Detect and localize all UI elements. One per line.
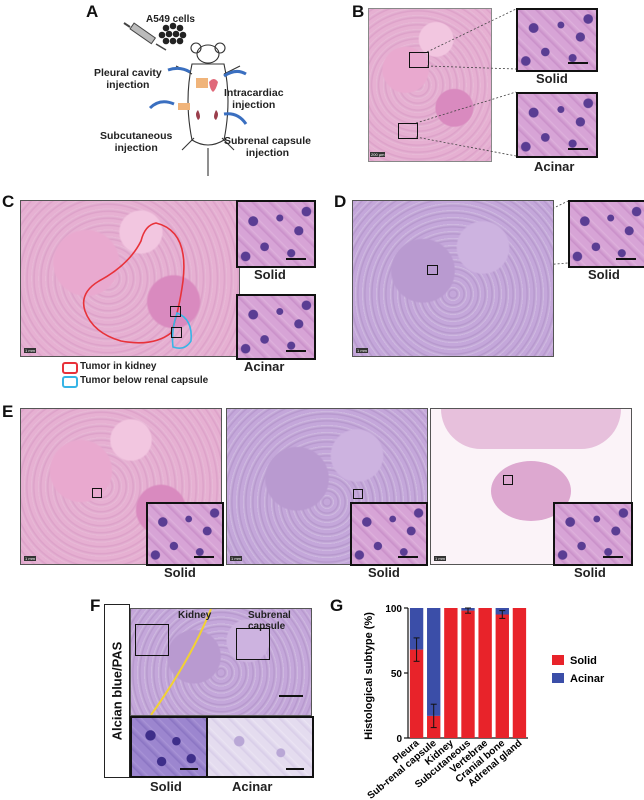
lung-icon (196, 78, 208, 88)
tumor-below-capsule-outline (171, 311, 193, 349)
mouse-illustration (123, 22, 248, 176)
legend-tumor-in-kidney: Tumor in kidney (80, 361, 157, 372)
panel-c-solid-roi (170, 306, 181, 317)
panel-b-solid-roi (409, 52, 429, 68)
panel-e-solid-label-1: Solid (164, 565, 196, 580)
cells-label: A549 cells (146, 14, 195, 25)
panel-c-solid-inset (236, 200, 316, 268)
panel-b-acinar-inset (516, 92, 598, 158)
panel-e-roi-2 (353, 489, 363, 499)
panel-c-acinar-label: Acinar (244, 359, 285, 374)
legend-label-solid: Solid (570, 655, 597, 667)
panel-label-e: E (2, 402, 14, 421)
legend-label-acinar: Acinar (570, 673, 605, 685)
panel-e-roi-1 (92, 488, 102, 498)
legend-blue-swatch (62, 376, 78, 388)
pleural-injection-label: Pleural cavity injection (94, 67, 162, 91)
panel-c-solid-label: Solid (254, 267, 286, 282)
panel-b-acinar-roi (398, 123, 418, 139)
panel-e-scalebar-label-3: 1 mm (434, 556, 446, 561)
panel-f-acinar-inset (206, 716, 314, 778)
chart-y-tick-label: 100 (385, 604, 402, 615)
panel-label-c: C (2, 192, 15, 211)
panel-f-acinar-roi (236, 628, 270, 660)
tumor-in-kidney-outline (82, 222, 185, 344)
panel-d-solid-roi (427, 265, 438, 275)
legend-swatch-solid (552, 655, 564, 665)
mouse-icon (175, 42, 241, 176)
kidney-icon (196, 110, 200, 120)
panel-f-kidney-label: Kidney (178, 610, 212, 621)
panel-e-scalebar-label-1: 1 mm (24, 556, 36, 561)
panel-label-a: A (86, 2, 99, 21)
panel-e-solid-inset-3 (553, 502, 633, 566)
chart-legend: Solid Acinar (552, 655, 605, 685)
legend-red-swatch (62, 362, 78, 374)
panel-b-tissue-image (368, 8, 492, 162)
legend-swatch-acinar (552, 673, 564, 683)
syringe-icon (123, 22, 167, 51)
injection-arrows (148, 66, 248, 125)
panel-e-solid-inset-1 (146, 502, 224, 566)
bar-acinar-0 (409, 608, 424, 650)
panel-f-subrenal-label: Subrenal capsule (248, 610, 291, 632)
panel-b-solid-inset (516, 8, 598, 72)
panel-f-solid-inset (130, 716, 208, 778)
panel-d-solid-label: Solid (588, 267, 620, 282)
subrenal-injection-label: Subrenal capsule injection (224, 135, 311, 159)
panel-f-overview-image (130, 608, 312, 716)
panel-label-d: D (334, 192, 347, 211)
panel-d-solid-inset (568, 200, 644, 268)
panel-g-stacked-bar-chart: Histological subtype (%) 050100PleuraSub… (363, 604, 605, 800)
panel-label-g: G (330, 596, 344, 615)
panel-b-acinar-label: Acinar (534, 159, 575, 174)
legend-tumor-below-capsule: Tumor below renal capsule (80, 375, 209, 386)
panel-e-roi-3 (503, 475, 513, 485)
panel-e-solid-label-3: Solid (574, 565, 606, 580)
skin-tumor-icon (178, 103, 190, 110)
panel-f-solid-roi (135, 624, 169, 656)
panel-c-acinar-inset (236, 294, 316, 360)
panel-b-scalebar-label: 200 µm (370, 152, 386, 157)
panel-f-stain-label-box: Alcian blue/PAS (104, 604, 130, 778)
panel-e-solid-label-2: Solid (368, 565, 400, 580)
panel-label-f: F (90, 596, 101, 615)
panel-b-solid-label: Solid (536, 71, 568, 86)
panel-c-tissue-image: 1 mm (20, 200, 240, 357)
bar-solid-6 (512, 608, 527, 738)
panel-d-tissue-image: 1 mm (352, 200, 554, 357)
heart-icon (209, 79, 218, 92)
panel-label-b: B (352, 2, 365, 21)
panel-e-scalebar-label-2: 1 mm (230, 556, 242, 561)
panel-f-stain-label: Alcian blue/PAS (109, 641, 125, 741)
bar-solid-2 (444, 608, 458, 738)
panel-d-scalebar-label: 1 mm (356, 348, 368, 353)
panel-c-acinar-roi (171, 327, 182, 338)
panel-f-acinar-label: Acinar (232, 779, 273, 794)
subcutaneous-injection-label: Subcutaneous injection (100, 130, 173, 154)
cell-cluster-icon (158, 22, 187, 45)
bar-solid-0 (409, 649, 424, 738)
chart-y-tick-label: 0 (396, 734, 402, 745)
chart-y-axis-label: Histological subtype (%) (363, 612, 375, 740)
panel-c-scalebar-label: 1 mm (24, 348, 36, 353)
panel-e-solid-inset-2 (350, 502, 428, 566)
intracardiac-injection-label: Intracardiac injection (224, 87, 284, 111)
bar-solid-3 (461, 610, 475, 738)
bar-solid-5 (495, 614, 509, 738)
panel-f-solid-label: Solid (150, 779, 182, 794)
kidney-capsule-boundary (150, 609, 212, 715)
bar-acinar-1 (427, 608, 441, 716)
bar-solid-4 (478, 608, 492, 738)
panel-a-schematic (96, 0, 296, 180)
chart-y-tick-label: 50 (391, 669, 403, 680)
